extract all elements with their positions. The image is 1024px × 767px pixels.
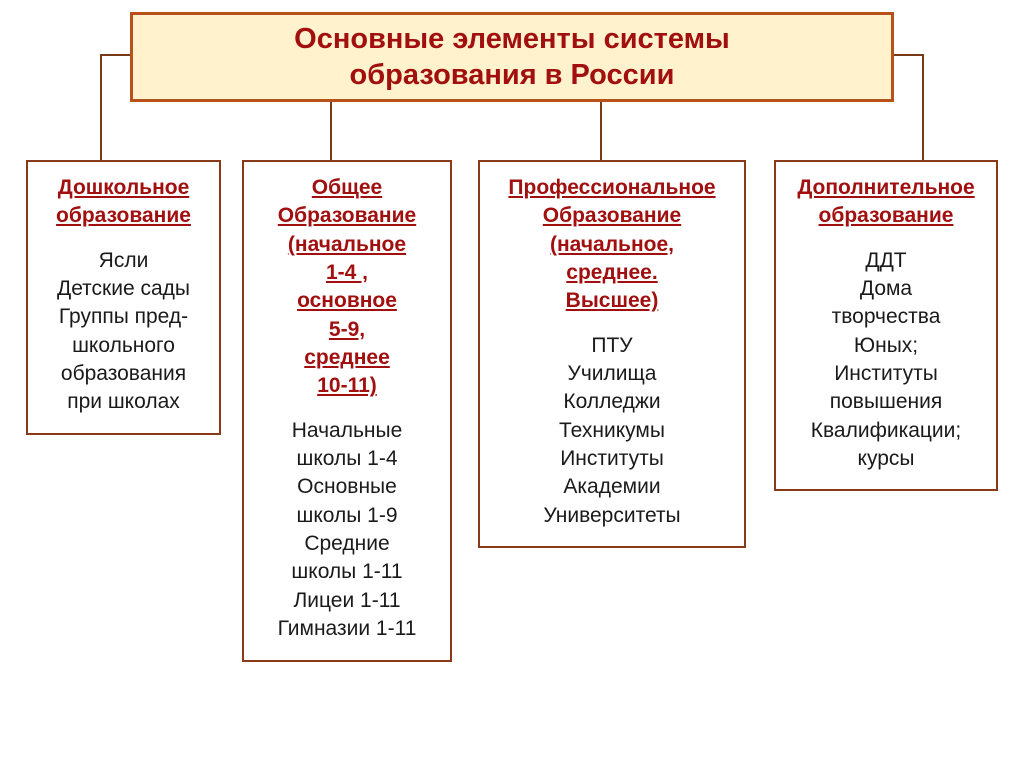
branch-professional-heading: Профессиональное Образование (начальное,…: [486, 174, 738, 316]
connector-h-left: [100, 54, 130, 56]
branch-general-heading: Общее Образование (начальное 1-4 , основ…: [250, 174, 444, 401]
branch-additional: Дополнительное образование ДДТ Дома т­во…: [774, 160, 998, 491]
connector-h-right: [894, 54, 924, 56]
heading-line: (начальное,: [550, 233, 674, 256]
body-line: ДДТ: [865, 249, 906, 272]
body-line: повышения: [830, 390, 943, 413]
heading-line: 5-9,: [329, 318, 365, 341]
body-line: школы 1-11: [291, 560, 402, 583]
body-line: школьного: [72, 334, 175, 357]
heading-line: Образование: [278, 204, 416, 227]
body-line: Институты: [560, 447, 664, 470]
body-line: Институты: [834, 362, 938, 385]
heading-line: Общее: [312, 176, 382, 199]
body-line: т­ворчества: [832, 305, 941, 328]
branch-professional: Профессиональное Образование (начальное,…: [478, 160, 746, 548]
heading-line: (начальное: [288, 233, 406, 256]
heading-line: Профессиональное: [508, 176, 715, 199]
body-line: школы 1-4: [296, 447, 397, 470]
connector-v-2: [330, 102, 332, 160]
heading-line: 10-11): [317, 374, 377, 397]
body-line: Средние: [304, 532, 389, 555]
body-line: Ясли: [99, 249, 149, 272]
body-line: Академии: [563, 475, 660, 498]
body-line: Колледжи: [563, 390, 660, 413]
body-line: Гимназии 1-11: [278, 617, 417, 640]
body-line: Университеты: [543, 504, 680, 527]
heading-line: Высшее): [566, 289, 659, 312]
branch-preschool-heading: Дошкольное образование: [34, 174, 213, 231]
branch-professional-body: ПТУ Училища Колледжи Техникумы Институты…: [486, 332, 738, 530]
heading-line: образование: [819, 204, 954, 227]
heading-line: Образование: [543, 204, 681, 227]
body-line: Техникумы: [559, 419, 665, 442]
body-line: Начальные: [292, 419, 403, 442]
branch-general-body: Начальные школы 1-4 Основные школы 1-9 С…: [250, 417, 444, 644]
branch-additional-heading: Дополнительное образование: [782, 174, 990, 231]
heading-line: Дополнительное: [797, 176, 974, 199]
body-line: образования: [61, 362, 186, 385]
heading-line: Дошкольное: [58, 176, 190, 199]
heading-line: среднее: [304, 346, 390, 369]
body-line: Дома: [860, 277, 912, 300]
branch-general: Общее Образование (начальное 1-4 , основ…: [242, 160, 452, 662]
heading-line: 1-4 ,: [326, 261, 368, 284]
title-line2: образования в России: [350, 59, 675, 91]
title-box: Основные элементы системы образования в …: [130, 12, 894, 102]
body-line: Группы пред-: [59, 305, 188, 328]
title-line1: Основные элементы системы: [294, 23, 730, 55]
connector-v-4: [922, 54, 924, 160]
body-line: при школах: [67, 390, 180, 413]
heading-line: образование: [56, 204, 191, 227]
title-text: Основные элементы системы образования в …: [294, 21, 730, 94]
branch-preschool: Дошкольное образование Ясли Детские сады…: [26, 160, 221, 435]
body-line: Квалификации;: [811, 419, 961, 442]
body-line: Училища: [568, 362, 657, 385]
body-line: курсы: [858, 447, 915, 470]
body-line: Юных;: [854, 334, 918, 357]
heading-line: основное: [297, 289, 397, 312]
branch-preschool-body: Ясли Детские сады Группы пред- школьного…: [34, 247, 213, 417]
connector-v-1: [100, 54, 102, 160]
body-line: Детские сады: [57, 277, 190, 300]
branch-additional-body: ДДТ Дома т­ворчества Юных; Институты пов…: [782, 247, 990, 474]
body-line: школы 1-9: [296, 504, 397, 527]
connector-v-3: [600, 102, 602, 160]
heading-line: среднее.: [566, 261, 657, 284]
body-line: Лицеи 1-11: [293, 589, 400, 612]
body-line: Основные: [297, 475, 397, 498]
body-line: ПТУ: [591, 334, 632, 357]
